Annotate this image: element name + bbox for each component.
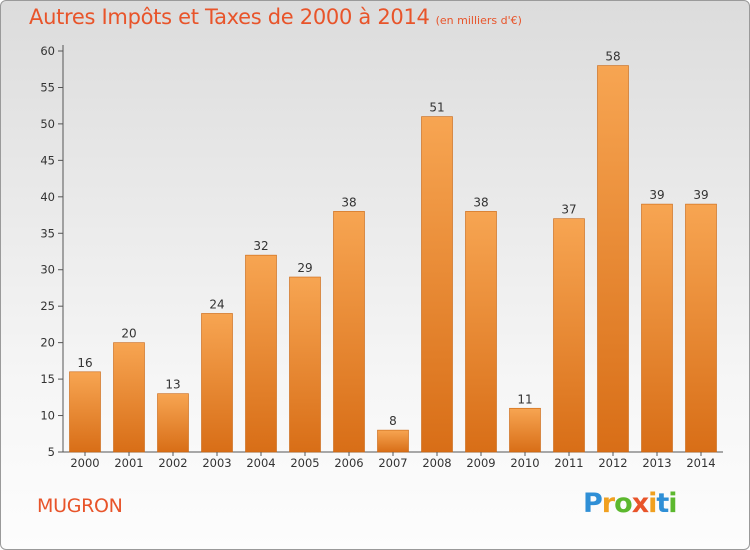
- bar-value-label: 32: [253, 239, 268, 253]
- bar: [113, 342, 145, 453]
- bar: [69, 371, 101, 453]
- bar: [377, 429, 409, 453]
- title-text: Autres Impôts et Taxes de 2000 à 2014: [29, 5, 430, 29]
- y-tick-label: 35: [40, 226, 55, 240]
- logo-letter: P: [583, 488, 603, 519]
- bar-value-label: 39: [693, 188, 708, 202]
- bar-value-label: 58: [605, 50, 620, 64]
- bar: [685, 203, 717, 453]
- y-tick-label: 20: [40, 336, 55, 350]
- x-tick-label: 2009: [466, 456, 495, 470]
- logo-letter: t: [656, 488, 669, 519]
- bar: [641, 203, 673, 453]
- x-tick-label: 2002: [158, 456, 187, 470]
- bar: [201, 313, 233, 453]
- title-unit: (en milliers d'€): [435, 14, 522, 27]
- x-tick-label: 2014: [686, 456, 715, 470]
- x-tick-label: 2004: [246, 456, 275, 470]
- bar: [465, 211, 497, 453]
- y-tick-label: 15: [40, 372, 55, 386]
- x-tick-label: 2001: [114, 456, 143, 470]
- x-tick-label: 2013: [642, 456, 671, 470]
- bar-value-label: 38: [473, 195, 488, 209]
- chart-title: Autres Impôts et Taxes de 2000 à 2014 (en…: [29, 5, 522, 29]
- logo-letter: i: [668, 488, 677, 519]
- x-tick-label: 2007: [378, 456, 407, 470]
- logo-letter: i: [648, 488, 657, 519]
- bar: [597, 65, 629, 453]
- bar-value-label: 29: [297, 261, 312, 275]
- bar: [421, 116, 453, 453]
- y-tick-label: 10: [40, 409, 55, 423]
- bar-value-label: 39: [649, 188, 664, 202]
- bar: [333, 211, 365, 453]
- bar-value-label: 11: [517, 392, 532, 406]
- y-tick-label: 40: [40, 190, 55, 204]
- y-tick-label: 45: [40, 153, 55, 167]
- x-tick-label: 2000: [70, 456, 99, 470]
- bar-value-label: 24: [209, 297, 224, 311]
- bar: [289, 276, 321, 453]
- x-tick-label: 2005: [290, 456, 319, 470]
- y-tick-label: 60: [40, 44, 55, 58]
- y-tick-label: 25: [40, 299, 55, 313]
- y-tick-label: 50: [40, 117, 55, 131]
- bar-value-label: 16: [77, 356, 92, 370]
- bar: [509, 407, 541, 453]
- y-tick-label: 55: [40, 80, 55, 94]
- logo-letter: o: [614, 488, 633, 519]
- bar-value-label: 51: [429, 101, 444, 115]
- bar-value-label: 8: [389, 414, 397, 428]
- bar: [553, 218, 585, 453]
- y-tick-label: 30: [40, 263, 55, 277]
- bar-value-label: 37: [561, 203, 576, 217]
- x-tick-label: 2006: [334, 456, 363, 470]
- x-tick-label: 2011: [554, 456, 583, 470]
- bar: [245, 254, 277, 453]
- bar-value-label: 38: [341, 195, 356, 209]
- place-name: MUGRON: [37, 495, 123, 517]
- x-tick-label: 2003: [202, 456, 231, 470]
- logo-letter: x: [631, 488, 649, 519]
- bar: [157, 393, 189, 453]
- x-tick-label: 2012: [598, 456, 627, 470]
- logo-letter: r: [601, 488, 615, 519]
- x-tick-label: 2010: [510, 456, 539, 470]
- y-tick-label: 5: [48, 445, 55, 459]
- x-tick-label: 2008: [422, 456, 451, 470]
- bar-value-label: 13: [165, 378, 180, 392]
- bar-value-label: 20: [121, 327, 136, 341]
- proxiti-logo: Proxiti: [583, 488, 678, 519]
